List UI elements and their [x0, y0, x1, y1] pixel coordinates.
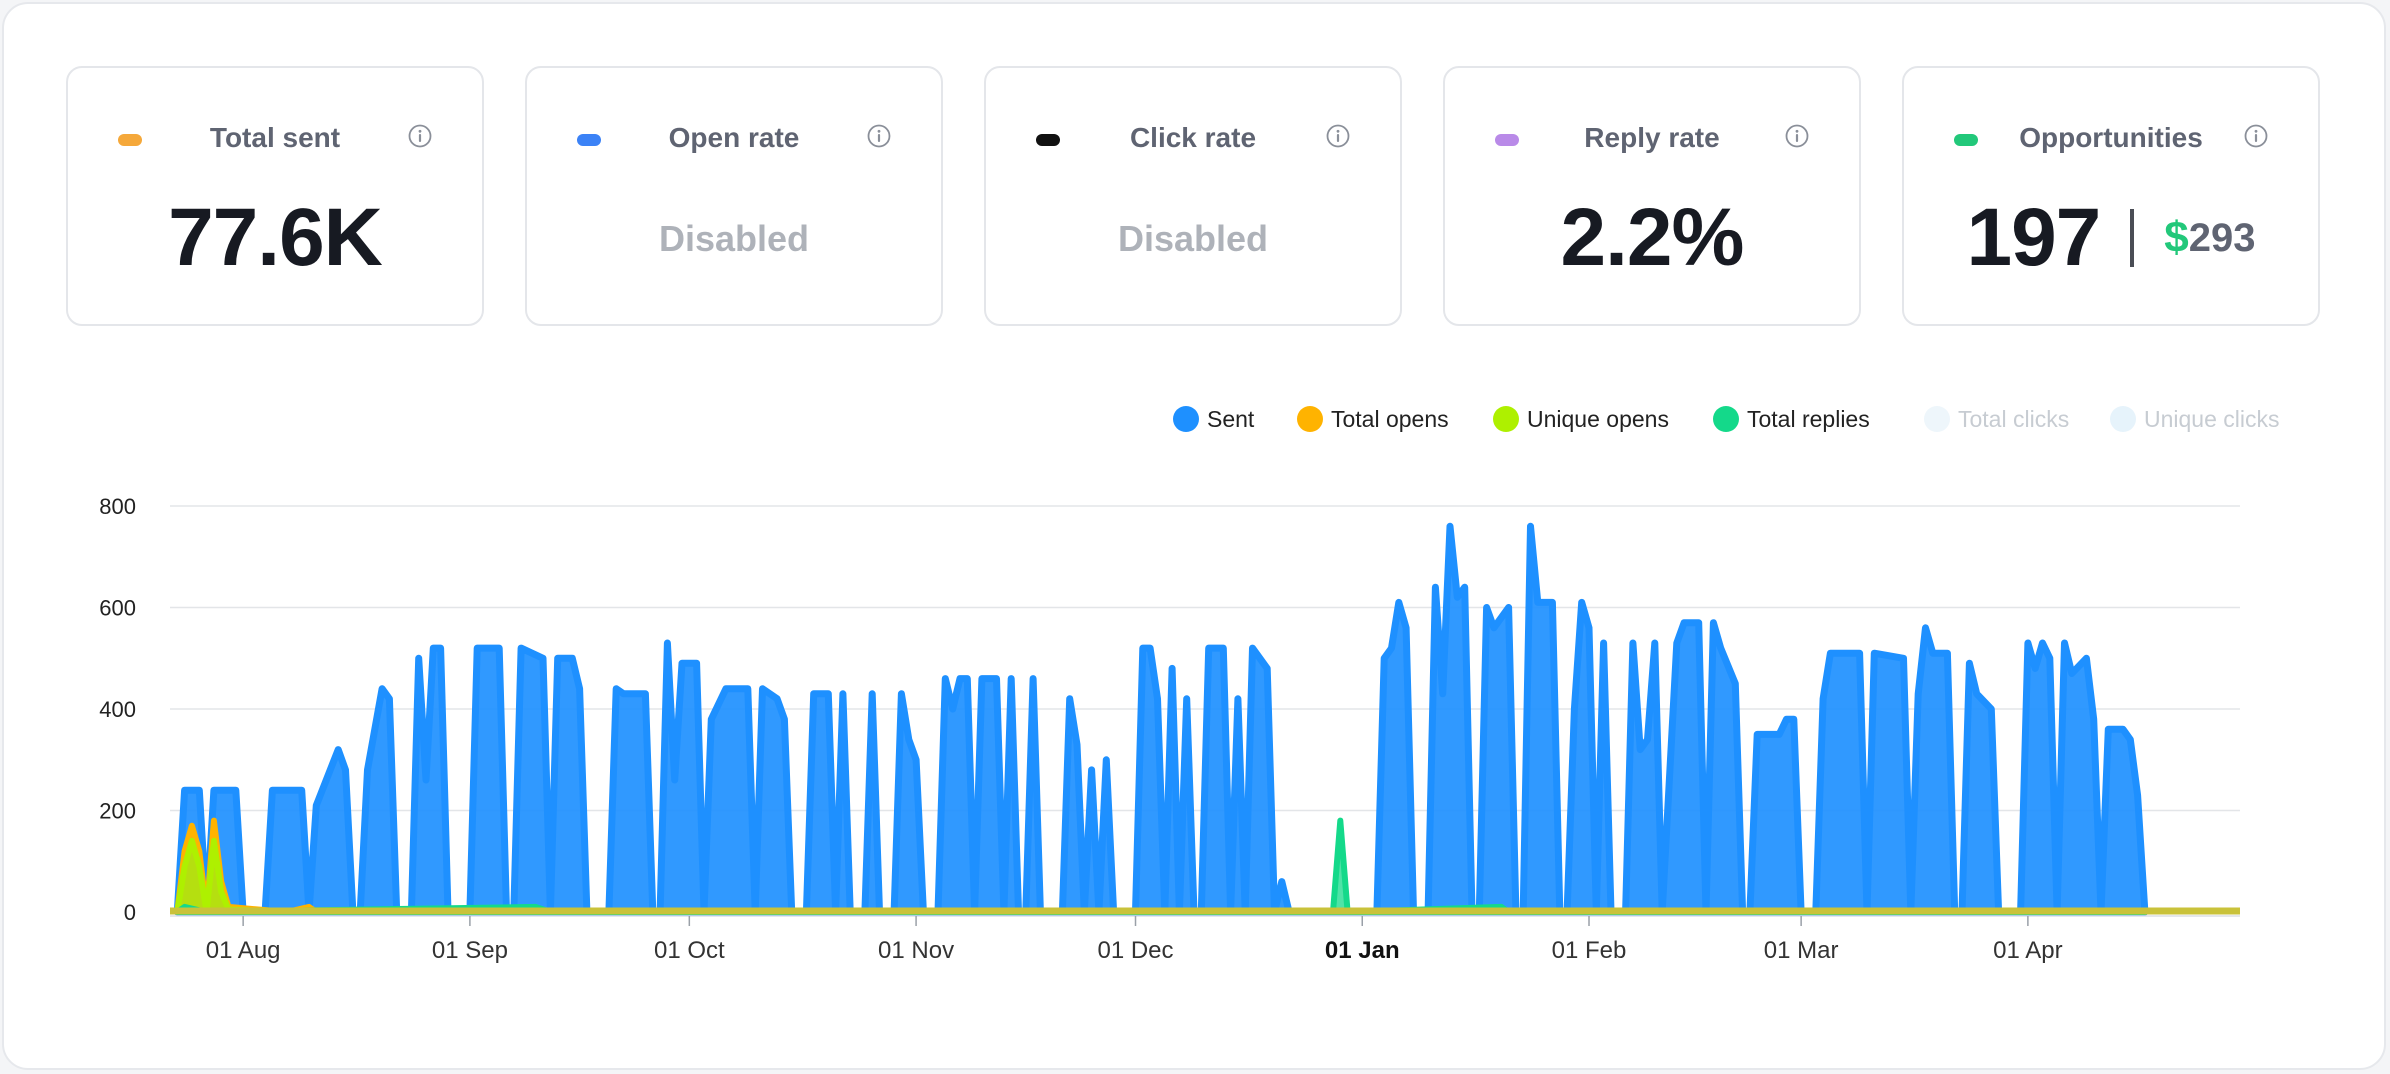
- stat-card-click-rate: Click rate Disabled: [984, 66, 1402, 326]
- x-tick-label: 01 Dec: [1097, 937, 1173, 964]
- y-tick-label: 800: [99, 494, 136, 519]
- stat-card-title: Reply rate: [1584, 122, 1720, 153]
- x-tick-label: 01 Feb: [1552, 937, 1627, 964]
- y-tick-label: 200: [99, 799, 136, 824]
- info-circle-icon[interactable]: [408, 124, 432, 148]
- legend-swatch-icon: [2110, 406, 2136, 432]
- y-tick-label: 600: [99, 596, 136, 621]
- stat-card-opportunities: Opportunities 197 $293: [1902, 66, 2320, 326]
- stat-card-header: Opportunities: [1904, 118, 2318, 158]
- legend-label: Total clicks: [1958, 406, 2070, 432]
- opportunities-amount: 293: [2188, 216, 2256, 260]
- legend-swatch-icon: [1713, 406, 1739, 432]
- legend-swatch-icon: [1297, 406, 1323, 432]
- info-circle-icon[interactable]: [867, 124, 891, 148]
- stat-card-header: Click rate: [986, 118, 1400, 158]
- x-tick-label: 01 Oct: [654, 937, 725, 964]
- stat-card-header: Reply rate: [1445, 118, 1859, 158]
- stat-card-reply-rate: Reply rate 2.2%: [1443, 66, 1861, 326]
- stat-card-header: Total sent: [68, 118, 482, 158]
- legend-label: Unique opens: [1527, 406, 1669, 432]
- y-tick-label: 400: [99, 697, 136, 722]
- opportunities-count: 197: [1966, 192, 2101, 283]
- info-circle-icon[interactable]: [1326, 124, 1350, 148]
- stat-card-total-sent: Total sent 77.6K: [66, 66, 484, 326]
- x-tick-label: 01 Apr: [1993, 937, 2062, 964]
- x-tick-label: 01 Nov: [878, 937, 954, 964]
- series-dot-icon: [1495, 134, 1519, 146]
- legend-swatch-icon: [1924, 406, 1950, 432]
- legend-swatch-icon: [1173, 406, 1199, 432]
- series-dot-icon: [1954, 134, 1978, 146]
- x-tick-label: 01 Mar: [1764, 937, 1839, 964]
- stat-card-title: Total sent: [209, 122, 341, 153]
- x-tick-label: 01 Sep: [432, 937, 508, 964]
- opportunities-value: 197 $293: [1904, 188, 2318, 288]
- x-tick-label: 01 Aug: [206, 937, 281, 964]
- stat-card-header: Open rate: [527, 118, 941, 158]
- legend-label: Total opens: [1331, 406, 1449, 432]
- stat-card-open-rate: Open rate Disabled: [525, 66, 943, 326]
- activity-chart: 0 200 400 600 800 01 Aug 01 Sep 01 Oct 01 Nov 01 …: [99, 494, 2240, 964]
- series-dot-icon: [118, 134, 142, 146]
- legend-swatch-icon: [1493, 406, 1519, 432]
- stat-card-title: Opportunities: [2019, 122, 2203, 153]
- stat-card-title: Click rate: [1129, 122, 1257, 153]
- series-dot-icon: [1036, 134, 1060, 146]
- legend-label: Sent: [1207, 406, 1255, 432]
- legend-label: Total replies: [1747, 406, 1870, 432]
- stat-card-value: 2.2%: [1560, 192, 1745, 283]
- currency-symbol: $: [2164, 213, 2189, 262]
- value-divider: [2130, 209, 2135, 267]
- legend-label: Unique clicks: [2144, 406, 2280, 432]
- stat-card-title: Open rate: [668, 122, 800, 153]
- y-tick-label: 0: [124, 900, 136, 925]
- series-dot-icon: [577, 134, 601, 146]
- info-circle-icon[interactable]: [2244, 124, 2268, 148]
- info-circle-icon[interactable]: [1785, 124, 1809, 148]
- stat-card-value: Disabled: [658, 218, 810, 259]
- series-area-sent: [173, 522, 2149, 916]
- x-tick-label: 01 Jan: [1325, 937, 1400, 964]
- stat-card-value: Disabled: [1117, 218, 1269, 259]
- stat-card-value: 77.6K: [168, 192, 383, 283]
